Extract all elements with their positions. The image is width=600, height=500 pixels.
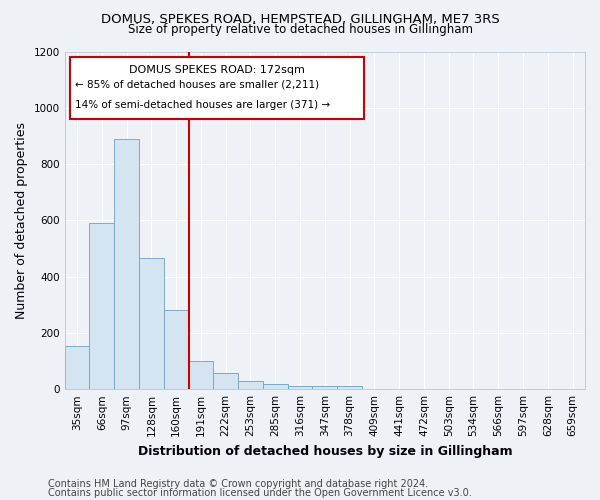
Bar — [164, 310, 188, 389]
Bar — [287, 386, 313, 389]
Text: ← 85% of detached houses are smaller (2,211): ← 85% of detached houses are smaller (2,… — [75, 80, 319, 90]
Text: DOMUS, SPEKES ROAD, HEMPSTEAD, GILLINGHAM, ME7 3RS: DOMUS, SPEKES ROAD, HEMPSTEAD, GILLINGHA… — [101, 12, 499, 26]
Bar — [139, 258, 164, 389]
Bar — [337, 386, 362, 389]
Bar — [114, 138, 139, 389]
Bar — [89, 223, 114, 389]
Bar — [65, 346, 89, 389]
X-axis label: Distribution of detached houses by size in Gillingham: Distribution of detached houses by size … — [137, 444, 512, 458]
Text: Contains public sector information licensed under the Open Government Licence v3: Contains public sector information licen… — [48, 488, 472, 498]
Text: DOMUS SPEKES ROAD: 172sqm: DOMUS SPEKES ROAD: 172sqm — [129, 65, 305, 75]
Bar — [238, 382, 263, 389]
Y-axis label: Number of detached properties: Number of detached properties — [15, 122, 28, 319]
Bar — [313, 386, 337, 389]
Text: Contains HM Land Registry data © Crown copyright and database right 2024.: Contains HM Land Registry data © Crown c… — [48, 479, 428, 489]
FancyBboxPatch shape — [70, 56, 364, 119]
Bar — [188, 361, 214, 389]
Text: Size of property relative to detached houses in Gillingham: Size of property relative to detached ho… — [128, 22, 473, 36]
Bar — [263, 384, 287, 389]
Bar — [214, 373, 238, 389]
Text: 14% of semi-detached houses are larger (371) →: 14% of semi-detached houses are larger (… — [75, 100, 330, 110]
